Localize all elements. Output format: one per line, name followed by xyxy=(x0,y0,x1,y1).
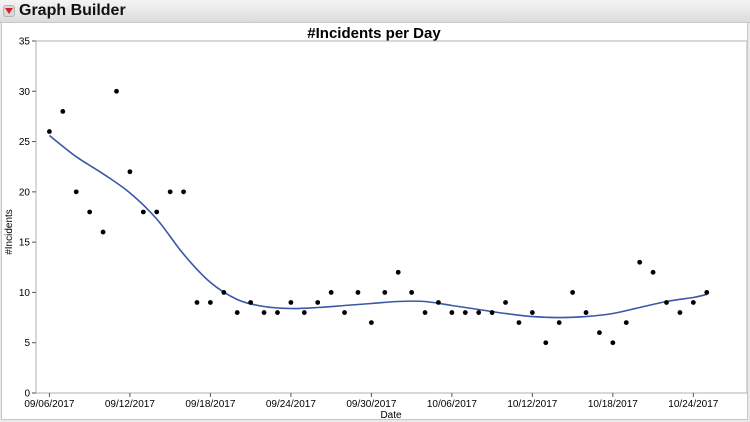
data-point xyxy=(489,310,495,315)
data-point xyxy=(60,109,66,114)
data-point xyxy=(556,320,562,325)
x-tick-label: 10/24/2017 xyxy=(668,399,718,410)
data-point xyxy=(462,310,468,315)
data-point xyxy=(114,88,119,94)
data-point xyxy=(395,269,401,275)
app-title: Graph Builder xyxy=(19,2,126,19)
data-point xyxy=(207,300,213,305)
data-point xyxy=(301,310,307,315)
y-axis: 0 5 10 15 20 25 30 35 xyxy=(19,37,36,400)
data-point xyxy=(73,189,79,195)
x-axis: 09/06/2017 09/12/2017 09/18/2017 09/24/2017… xyxy=(24,393,719,410)
data-point xyxy=(704,290,710,295)
smoother-line xyxy=(48,134,707,319)
data-point xyxy=(47,129,52,134)
data-point xyxy=(597,330,602,336)
data-point xyxy=(583,310,589,315)
data-point xyxy=(140,209,146,215)
data-point xyxy=(570,290,576,295)
y-tick-label: 5 xyxy=(24,338,30,349)
y-axis-label: #Incidents xyxy=(4,209,15,255)
data-point xyxy=(261,310,267,315)
data-point xyxy=(543,340,549,346)
data-point xyxy=(328,290,334,295)
x-tick-label: 09/06/2017 xyxy=(24,399,74,410)
data-point xyxy=(342,310,347,315)
data-point xyxy=(288,300,294,305)
data-point xyxy=(503,300,508,305)
x-tick-label: 09/30/2017 xyxy=(346,399,396,410)
x-tick-label: 09/24/2017 xyxy=(266,399,316,410)
data-point xyxy=(234,310,240,315)
y-tick-label: 30 xyxy=(19,87,31,98)
disclosure-triangle-glyph xyxy=(5,8,13,14)
data-point xyxy=(650,269,656,275)
data-point xyxy=(436,300,441,305)
red-disclosure-triangle-icon[interactable] xyxy=(3,5,15,17)
x-tick-label: 10/18/2017 xyxy=(588,399,638,410)
data-marks xyxy=(47,88,710,346)
y-tick-label: 0 xyxy=(24,389,30,400)
data-point xyxy=(167,189,173,195)
x-axis-label: Date xyxy=(380,410,402,419)
data-point xyxy=(409,290,415,295)
data-point xyxy=(623,320,629,325)
data-point xyxy=(476,310,482,315)
data-point xyxy=(516,320,522,325)
data-point xyxy=(382,290,388,295)
data-point xyxy=(610,340,616,346)
data-point xyxy=(422,310,428,315)
data-point xyxy=(87,209,93,215)
data-point xyxy=(637,259,643,265)
y-tick-label: 35 xyxy=(19,37,31,48)
x-tick-label: 10/12/2017 xyxy=(507,399,557,410)
chart-title: #Incidents per Day xyxy=(307,25,441,42)
data-point xyxy=(449,310,455,315)
data-point xyxy=(355,290,361,295)
title-bar: Graph Builder xyxy=(0,0,750,23)
x-tick-label: 10/06/2017 xyxy=(427,399,477,410)
data-point xyxy=(315,300,321,305)
data-point xyxy=(221,290,227,295)
data-point xyxy=(100,229,106,235)
y-tick-label: 10 xyxy=(19,288,31,299)
data-point xyxy=(194,300,200,305)
plot-frame xyxy=(35,40,747,394)
data-point xyxy=(677,310,683,315)
x-tick-label: 09/18/2017 xyxy=(185,399,235,410)
data-point xyxy=(127,169,133,175)
y-tick-label: 20 xyxy=(19,187,31,198)
data-point xyxy=(664,300,669,305)
data-point xyxy=(248,300,254,305)
data-point xyxy=(368,320,374,325)
graph-panel: #Incidents per Day #Incidents Date 0 5 10 1… xyxy=(1,22,748,420)
data-point xyxy=(181,189,186,195)
y-tick-label: 15 xyxy=(19,238,31,249)
data-point xyxy=(690,300,696,305)
x-tick-label: 09/12/2017 xyxy=(105,399,155,410)
data-point xyxy=(154,209,160,215)
incidents-chart: #Incidents per Day #Incidents Date 0 5 10 1… xyxy=(4,25,747,419)
data-point xyxy=(529,310,535,315)
y-tick-label: 25 xyxy=(19,137,31,148)
data-point xyxy=(275,310,280,315)
